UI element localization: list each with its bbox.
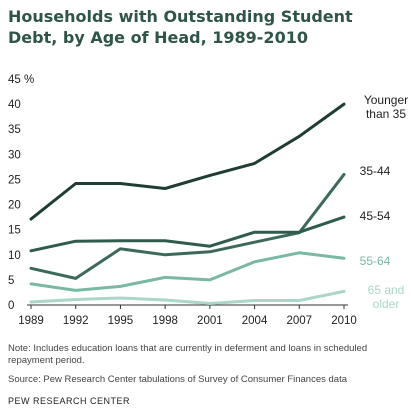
x-tick-label: 2010 bbox=[331, 315, 357, 327]
series-line-2 bbox=[29, 215, 346, 253]
series-label-2: 45-54 bbox=[360, 209, 391, 223]
y-tick-label: 40 bbox=[8, 99, 21, 111]
x-tick-label: 1995 bbox=[108, 315, 134, 327]
y-tick-label: 10 bbox=[8, 250, 21, 262]
x-tick-label: 1989 bbox=[18, 315, 44, 327]
series-label-0: than 35 bbox=[366, 107, 406, 121]
axes: 0 5 10 15 20 25 30 35 40 45 % 1989 1992 1995 1998 2001… bbox=[8, 74, 357, 327]
chart-source: Source: Pew Research Center tabulations … bbox=[8, 374, 348, 385]
series-line-1 bbox=[29, 172, 346, 280]
y-tick-label: 15 bbox=[8, 225, 21, 237]
series-label-0: Younger bbox=[364, 93, 408, 107]
series-label-4: 65 and bbox=[368, 283, 405, 297]
y-tick-label: 35 bbox=[8, 124, 21, 136]
y-tick-label: 0 bbox=[8, 300, 14, 312]
x-tick-label: 2001 bbox=[197, 315, 223, 327]
series-lines bbox=[29, 102, 346, 305]
chart-title: Households with Outstanding Student Debt… bbox=[8, 7, 353, 47]
chart-note: Note: Includes education loans that are … bbox=[8, 343, 368, 366]
x-tick-label: 1992 bbox=[63, 315, 89, 327]
series-label-4: older bbox=[373, 297, 400, 311]
series-line-0 bbox=[29, 102, 346, 221]
series-line-3 bbox=[29, 251, 346, 292]
x-tick-label: 2007 bbox=[286, 315, 312, 327]
x-tick-label: 1998 bbox=[152, 315, 178, 327]
series-label-1: 35-44 bbox=[360, 164, 391, 178]
y-tick-label: 5 bbox=[8, 275, 14, 287]
series-line-4 bbox=[29, 289, 346, 305]
y-tick-label: 45 % bbox=[8, 74, 34, 86]
brand-footer: PEW RESEARCH CENTER bbox=[8, 396, 131, 406]
y-tick-label: 30 bbox=[8, 149, 21, 161]
x-tick-label: 2004 bbox=[242, 315, 268, 327]
series-label-3: 55-64 bbox=[360, 254, 391, 268]
y-tick-label: 25 bbox=[8, 174, 21, 186]
y-tick-label: 20 bbox=[8, 200, 21, 212]
